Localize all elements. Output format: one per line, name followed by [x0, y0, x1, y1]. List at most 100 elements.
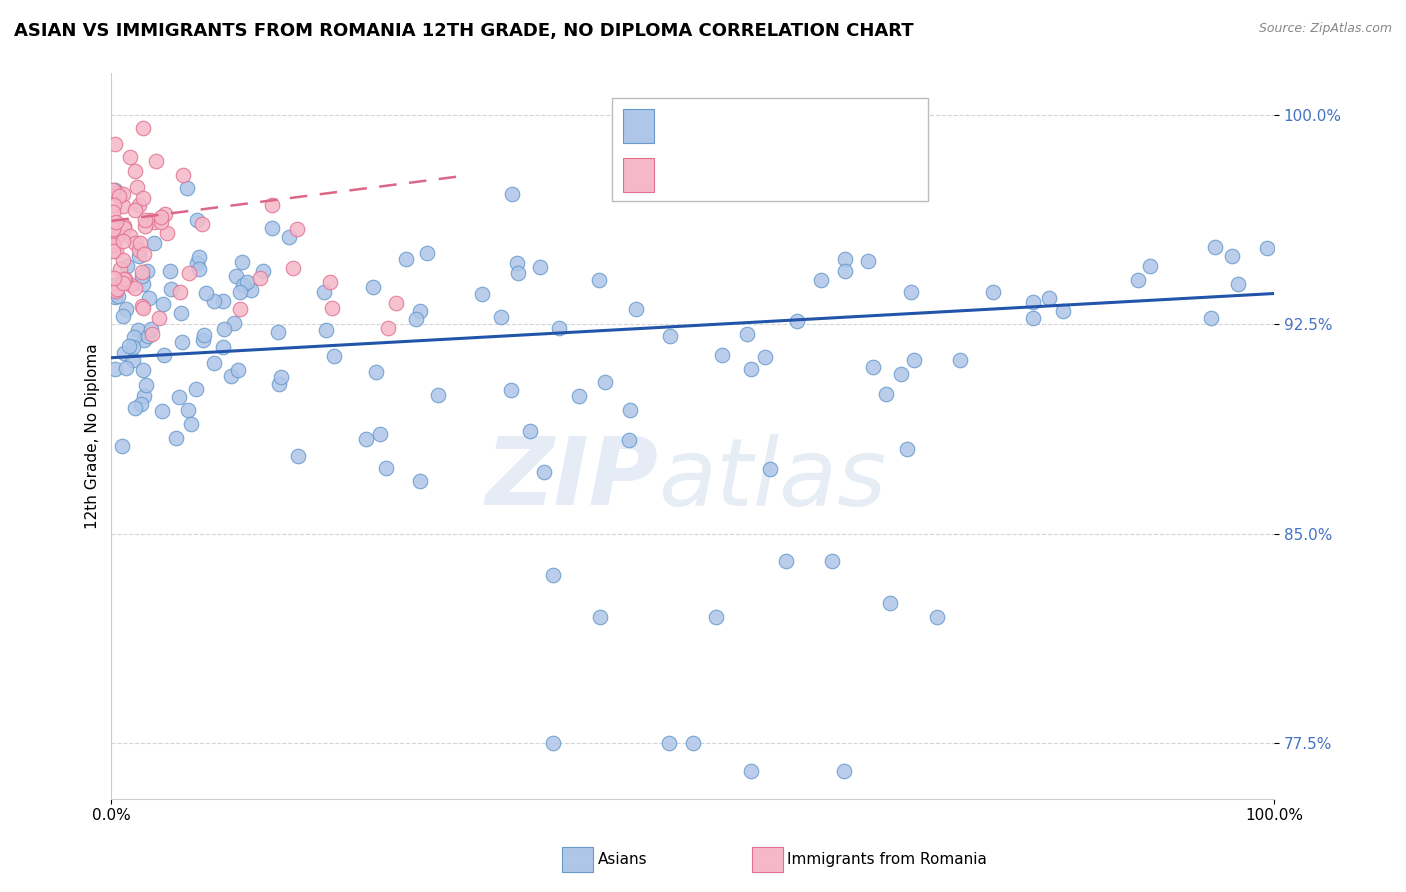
Point [1256, 241, 1278, 255]
Point [111, 440, 134, 454]
Point [103, 270, 125, 285]
Point [104, 216, 127, 230]
Point [191, 333, 214, 347]
Point [112, 219, 135, 233]
Point [107, 189, 129, 203]
Point [101, 183, 124, 197]
Point [132, 301, 155, 315]
Point [821, 554, 844, 568]
Point [195, 285, 218, 300]
Point [103, 137, 125, 152]
Point [813, 161, 835, 175]
Point [159, 264, 181, 278]
Point [319, 275, 342, 289]
Point [896, 442, 918, 457]
Point [124, 202, 146, 217]
Point [981, 285, 1004, 300]
Point [710, 348, 733, 362]
Point [588, 273, 610, 287]
Point [879, 596, 901, 610]
Point [832, 764, 855, 778]
Point [593, 375, 616, 389]
Point [626, 301, 648, 316]
Point [122, 330, 145, 344]
Point [132, 389, 155, 403]
Point [277, 229, 299, 244]
Point [374, 460, 396, 475]
Point [890, 367, 912, 381]
Point [124, 281, 146, 295]
Point [180, 417, 202, 432]
Point [139, 213, 162, 227]
Point [105, 244, 128, 259]
Point [740, 362, 762, 376]
Point [704, 610, 727, 624]
Point [212, 294, 235, 309]
Point [112, 252, 135, 267]
Point [903, 352, 925, 367]
Point [131, 363, 153, 377]
Point [132, 277, 155, 292]
Point [104, 291, 127, 305]
Point [177, 266, 200, 280]
Point [499, 384, 522, 398]
Point [834, 264, 856, 278]
Point [156, 226, 179, 240]
Point [1052, 303, 1074, 318]
Point [186, 256, 208, 270]
Point [949, 353, 972, 368]
Point [541, 568, 564, 582]
Point [252, 263, 274, 277]
Point [170, 335, 193, 350]
Point [361, 280, 384, 294]
Point [124, 236, 146, 251]
Point [682, 736, 704, 750]
Point [104, 277, 127, 292]
Point [111, 309, 134, 323]
Point [105, 214, 128, 228]
Point [143, 214, 166, 228]
Point [658, 736, 681, 750]
Point [1038, 292, 1060, 306]
Point [120, 228, 142, 243]
Point [188, 262, 211, 277]
Point [508, 266, 530, 280]
Point [127, 179, 149, 194]
Point [740, 764, 762, 778]
Point [101, 244, 124, 258]
Point [128, 198, 150, 212]
Point [287, 449, 309, 463]
Point [190, 217, 212, 231]
Point [533, 465, 555, 479]
Point [1222, 248, 1244, 262]
Point [426, 387, 449, 401]
Point [193, 328, 215, 343]
Y-axis label: 12th Grade, No Diploma: 12th Grade, No Diploma [86, 343, 100, 529]
Point [471, 286, 494, 301]
Point [111, 186, 134, 201]
Point [315, 323, 337, 337]
Point [321, 301, 343, 315]
Point [395, 252, 418, 266]
Point [149, 215, 172, 229]
Point [617, 433, 640, 447]
Point [138, 291, 160, 305]
Point [127, 323, 149, 337]
Point [187, 250, 209, 264]
Point [364, 365, 387, 379]
Point [354, 432, 377, 446]
Point [862, 360, 884, 375]
Point [129, 396, 152, 410]
Point [152, 297, 174, 311]
Point [150, 404, 173, 418]
Point [129, 236, 152, 251]
Point [875, 387, 897, 401]
Point [322, 349, 344, 363]
Point [737, 327, 759, 342]
Point [135, 378, 157, 392]
Point [1128, 273, 1150, 287]
Point [120, 277, 142, 292]
Point [104, 284, 127, 298]
Point [115, 301, 138, 316]
Point [160, 282, 183, 296]
